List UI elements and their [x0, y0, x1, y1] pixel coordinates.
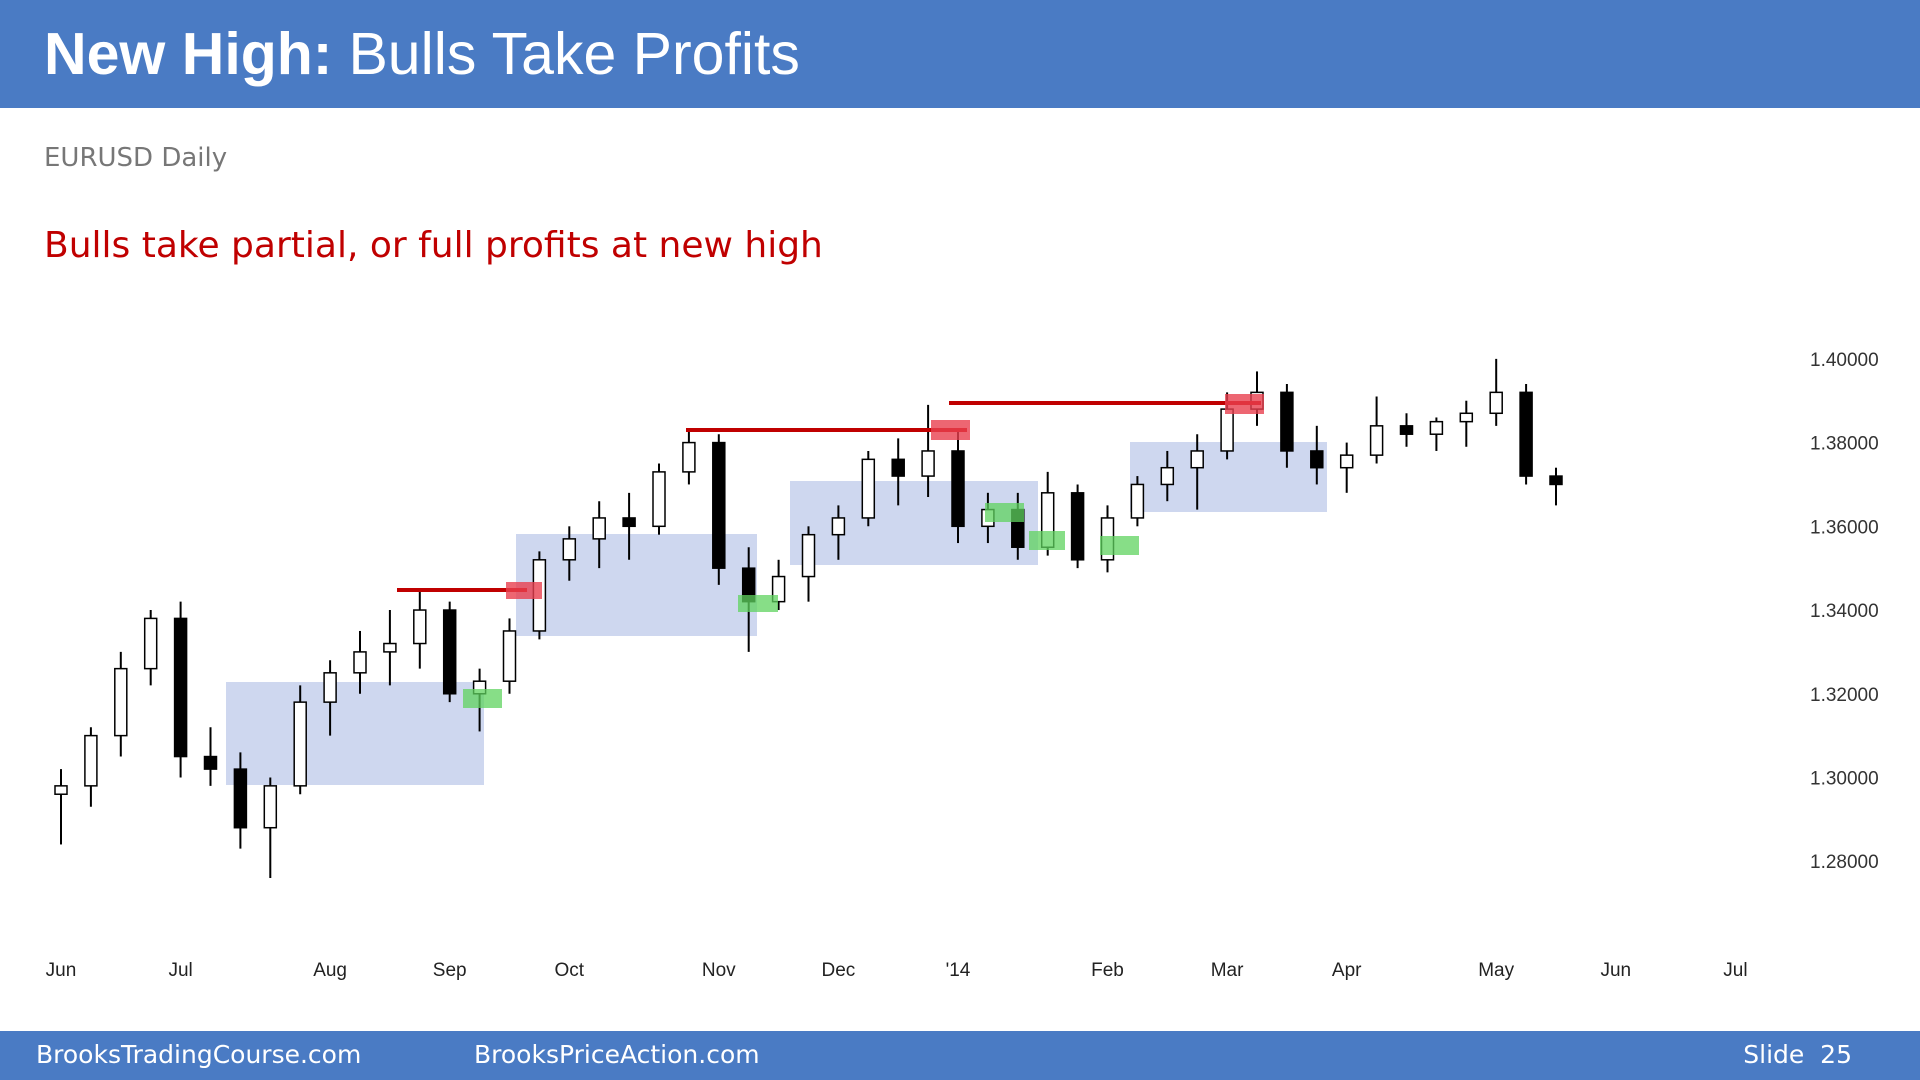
y-tick-label: 1.38000 — [1810, 434, 1879, 455]
candle-body — [1339, 454, 1354, 469]
x-tick-label: Feb — [1091, 960, 1124, 981]
range-box — [790, 481, 1038, 565]
x-tick-label: Dec — [822, 960, 856, 981]
x-tick-label: Apr — [1332, 960, 1362, 981]
range-box — [1130, 442, 1327, 512]
y-tick-label: 1.34000 — [1810, 601, 1879, 622]
x-tick-label: Jul — [1723, 960, 1747, 981]
candle-body — [413, 609, 427, 645]
candles — [54, 358, 1563, 878]
candle-body — [921, 450, 935, 477]
candle-body — [712, 441, 726, 569]
candle-body — [1280, 391, 1294, 452]
x-tick-label: Jun — [46, 960, 77, 981]
candle-body — [891, 458, 905, 477]
y-tick-label: 1.32000 — [1810, 685, 1879, 706]
candle-body — [233, 768, 248, 829]
candle-body — [84, 734, 98, 787]
candle-body — [323, 672, 337, 703]
slide-title: New High: Bulls Take Profits — [44, 21, 800, 87]
buy-marker — [1029, 531, 1065, 550]
candle-body — [1489, 391, 1503, 415]
candle-body — [502, 630, 517, 682]
candle-body — [831, 517, 846, 536]
subtitle: EURUSD Daily — [44, 143, 227, 173]
candle-body — [592, 517, 606, 540]
x-tick-label: Sep — [433, 960, 467, 981]
candle-body — [203, 755, 218, 770]
markers — [397, 394, 1264, 708]
buy-marker — [738, 595, 778, 612]
candle-body — [54, 785, 68, 795]
candle-body — [1130, 483, 1145, 519]
candle-body — [143, 617, 158, 670]
candle-body — [114, 667, 128, 737]
sell-marker — [506, 582, 542, 599]
candle-body — [353, 651, 367, 674]
range-box — [226, 682, 484, 785]
x-tick-label: Nov — [702, 960, 736, 981]
candle-body — [293, 701, 307, 787]
x-tick-label: Jun — [1600, 960, 1631, 981]
candle-body — [263, 785, 278, 829]
candle-body — [1310, 450, 1324, 469]
candle-body — [1519, 391, 1533, 477]
candle-body — [1190, 450, 1204, 469]
candle-body — [861, 458, 876, 519]
candle-body — [951, 450, 965, 528]
candle-body — [1160, 466, 1175, 486]
candle-body — [1429, 420, 1444, 435]
candle-body — [1220, 408, 1234, 452]
candle-body — [801, 533, 816, 578]
x-tick-label: Jul — [168, 960, 192, 981]
x-tick-label: Aug — [313, 960, 347, 981]
buy-marker — [985, 503, 1024, 522]
sell-marker — [931, 420, 970, 440]
candle-body — [652, 471, 666, 528]
footer-right: Slide 25 — [1743, 1040, 1852, 1069]
x-tick-label: '14 — [946, 960, 971, 981]
candle-body — [1459, 412, 1474, 423]
x-tick-label: Oct — [555, 960, 585, 981]
title-bold: New High: — [44, 21, 332, 87]
candle-body — [682, 441, 696, 473]
candle-body — [1369, 425, 1384, 456]
sell-marker — [1225, 394, 1264, 414]
candle-body — [562, 538, 577, 561]
annotation: Bulls take partial, or full profits at n… — [44, 225, 823, 266]
footer-bar — [0, 1031, 1920, 1080]
x-tick-label: Mar — [1211, 960, 1244, 981]
y-tick-label: 1.40000 — [1810, 350, 1879, 371]
candle-body — [1549, 475, 1563, 486]
candle-body — [383, 642, 397, 653]
buy-marker — [463, 689, 502, 708]
header-bar — [0, 0, 1920, 108]
zones — [226, 442, 1327, 785]
footer-middle: BrooksPriceAction.com — [474, 1040, 760, 1069]
candle-body — [442, 609, 457, 695]
y-tick-label: 1.36000 — [1810, 517, 1879, 538]
buy-marker — [1100, 536, 1139, 555]
y-tick-label: 1.30000 — [1810, 768, 1879, 789]
x-tick-label: May — [1478, 960, 1514, 981]
candle-body — [1070, 492, 1085, 561]
footer-left: BrooksTradingCourse.com — [36, 1040, 361, 1069]
candle-body — [173, 617, 188, 758]
title-rest: Bulls Take Profits — [348, 21, 799, 87]
y-tick-label: 1.28000 — [1810, 852, 1879, 873]
candle-body — [1399, 425, 1414, 435]
candle-body — [622, 517, 636, 528]
